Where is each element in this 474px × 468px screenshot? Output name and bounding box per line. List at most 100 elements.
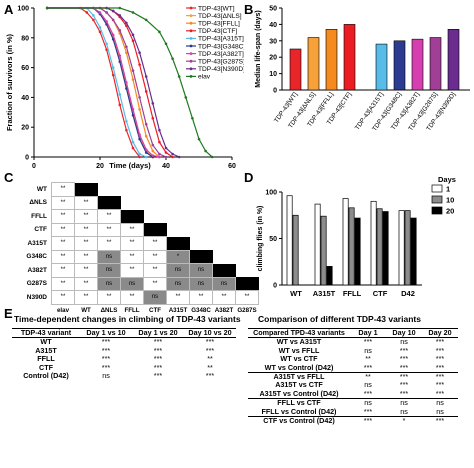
table-cell: *** (101, 354, 111, 364)
matrix-empty-cell (167, 210, 190, 224)
table-cell: *** (435, 380, 445, 390)
data-point (131, 78, 135, 81)
y-tick-label: 50 (269, 236, 277, 243)
legend-label: 10 (446, 196, 454, 205)
legend-marker (189, 75, 193, 78)
bar (404, 210, 411, 286)
bar (398, 210, 405, 286)
matrix-row-label: G348C (26, 253, 47, 261)
data-point (191, 116, 194, 120)
data-point (158, 30, 161, 34)
table-cell: *** (399, 380, 409, 390)
y-tick-label: 0 (273, 283, 277, 290)
y-axis-title: Fraction of survivors (in %) (5, 33, 14, 131)
data-point (111, 66, 115, 69)
matrix-row: CTF ** ** ** ** (18, 222, 259, 237)
matrix-cell: ** (51, 222, 75, 237)
matrix-cell: ** (74, 263, 98, 278)
data-point (138, 137, 141, 141)
matrix-empty-cell (213, 237, 236, 251)
data-point (151, 149, 155, 153)
matrix-cell: ** (74, 276, 98, 291)
table-row-label: CTF (39, 362, 53, 372)
legend-swatch (431, 206, 443, 215)
bar (382, 211, 389, 286)
data-point (118, 29, 122, 32)
data-point (105, 48, 108, 52)
matrix-empty-cell (213, 223, 236, 237)
data-point (92, 18, 95, 22)
matrix-cell: ** (74, 290, 98, 305)
x-tick-label: 40 (162, 163, 170, 170)
matrix-cell: ns (212, 276, 236, 291)
data-point (138, 63, 141, 66)
matrix-diagonal-cell (74, 182, 98, 196)
panel-label-d: D (244, 170, 254, 185)
legend-marker (189, 37, 193, 40)
table-header-cell: Compared TPD-43 variants (248, 327, 350, 339)
legend-label: 20 (446, 207, 454, 216)
table-cell: *** (435, 354, 445, 364)
table-row: CTF vs Control (D42) *** * *** (248, 416, 458, 426)
bar (326, 266, 333, 286)
table-cell: ** (207, 354, 213, 364)
table-cell: *** (350, 416, 386, 426)
matrix-cell: ** (74, 209, 98, 224)
table-cell: ns (400, 337, 408, 347)
panel-label-e: E (4, 306, 13, 321)
table-cell: *** (435, 388, 445, 398)
y-tick-label: 20 (269, 55, 277, 62)
matrix-empty-cell (167, 223, 190, 237)
table-row: FFLL vs CTF ns ns ns (248, 398, 458, 408)
data-point (144, 155, 148, 159)
data-point (177, 75, 181, 78)
matrix-col-label: FFLL (124, 306, 140, 314)
matrix-empty-cell (190, 196, 213, 210)
table-row: WT vs A315T *** ns *** (248, 338, 458, 347)
data-point (125, 51, 128, 54)
matrix-col-label: G348C (191, 306, 211, 314)
matrix-cell: ** (51, 195, 75, 210)
data-point (131, 140, 135, 144)
legend-marker (189, 52, 193, 55)
matrix-cell: ** (166, 290, 190, 305)
matrix-empty-cell (98, 183, 121, 197)
table-row: WT vs CTF ** *** *** (248, 354, 458, 364)
table-row: Control (D42) ns *** *** (12, 371, 236, 380)
matrix-row-label: G287S (26, 280, 47, 288)
table-cell: ** (350, 372, 386, 382)
matrix-row: WT ** (18, 182, 259, 197)
series-line (47, 7, 154, 158)
survival-chart: 0 20 40 60 80 100 0 20 40 60 Time (days) Fraction o… (5, 5, 244, 170)
table-header-cell: Day 1 vs 20 (132, 327, 184, 339)
table-header-cell: Day 1 vs 10 (80, 327, 132, 339)
legend-marker (189, 29, 193, 33)
data-point (118, 93, 122, 96)
legend-swatch (431, 184, 443, 193)
table-row-label: WT vs CTF (280, 354, 318, 364)
matrix-diagonal-cell (97, 196, 121, 210)
table-e2: Compared TPD-43 variants Day 1 Day 10 Day 2… (248, 327, 458, 426)
matrix-row: A382T ** ** ns ** ** ns ns (18, 263, 259, 278)
series-line (47, 7, 160, 158)
matrix-cell: ns (120, 276, 144, 291)
matrix-cell: ** (74, 195, 98, 210)
matrix-table: WT ** ΔNLS ** ** FFLL ** ** ** CTF ** ** ** ** A315T **… (18, 182, 259, 315)
y-tick-label: 10 (269, 71, 277, 78)
bar (375, 43, 388, 91)
data-point (164, 42, 168, 46)
data-point (138, 152, 141, 156)
data-point (131, 33, 135, 37)
table-row: FFLL vs Control (D42) *** ns ns (248, 407, 458, 417)
matrix-row-label: ΔNLS (29, 199, 47, 207)
matrix-col-label: CTF (148, 306, 162, 314)
matrix-row: ΔNLS ** ** (18, 195, 259, 210)
matrix-cell: ns (189, 276, 213, 291)
bar (411, 38, 424, 91)
data-point (184, 96, 188, 99)
x-tick-label: CTF (373, 289, 388, 298)
table-cell: *** (153, 354, 163, 364)
climbing-bar-chart: 0 50 100 climbing flies (in %) WT A315T FFLL CT… (257, 175, 456, 298)
table-row: A315T vs CTF ns *** *** (248, 380, 458, 390)
